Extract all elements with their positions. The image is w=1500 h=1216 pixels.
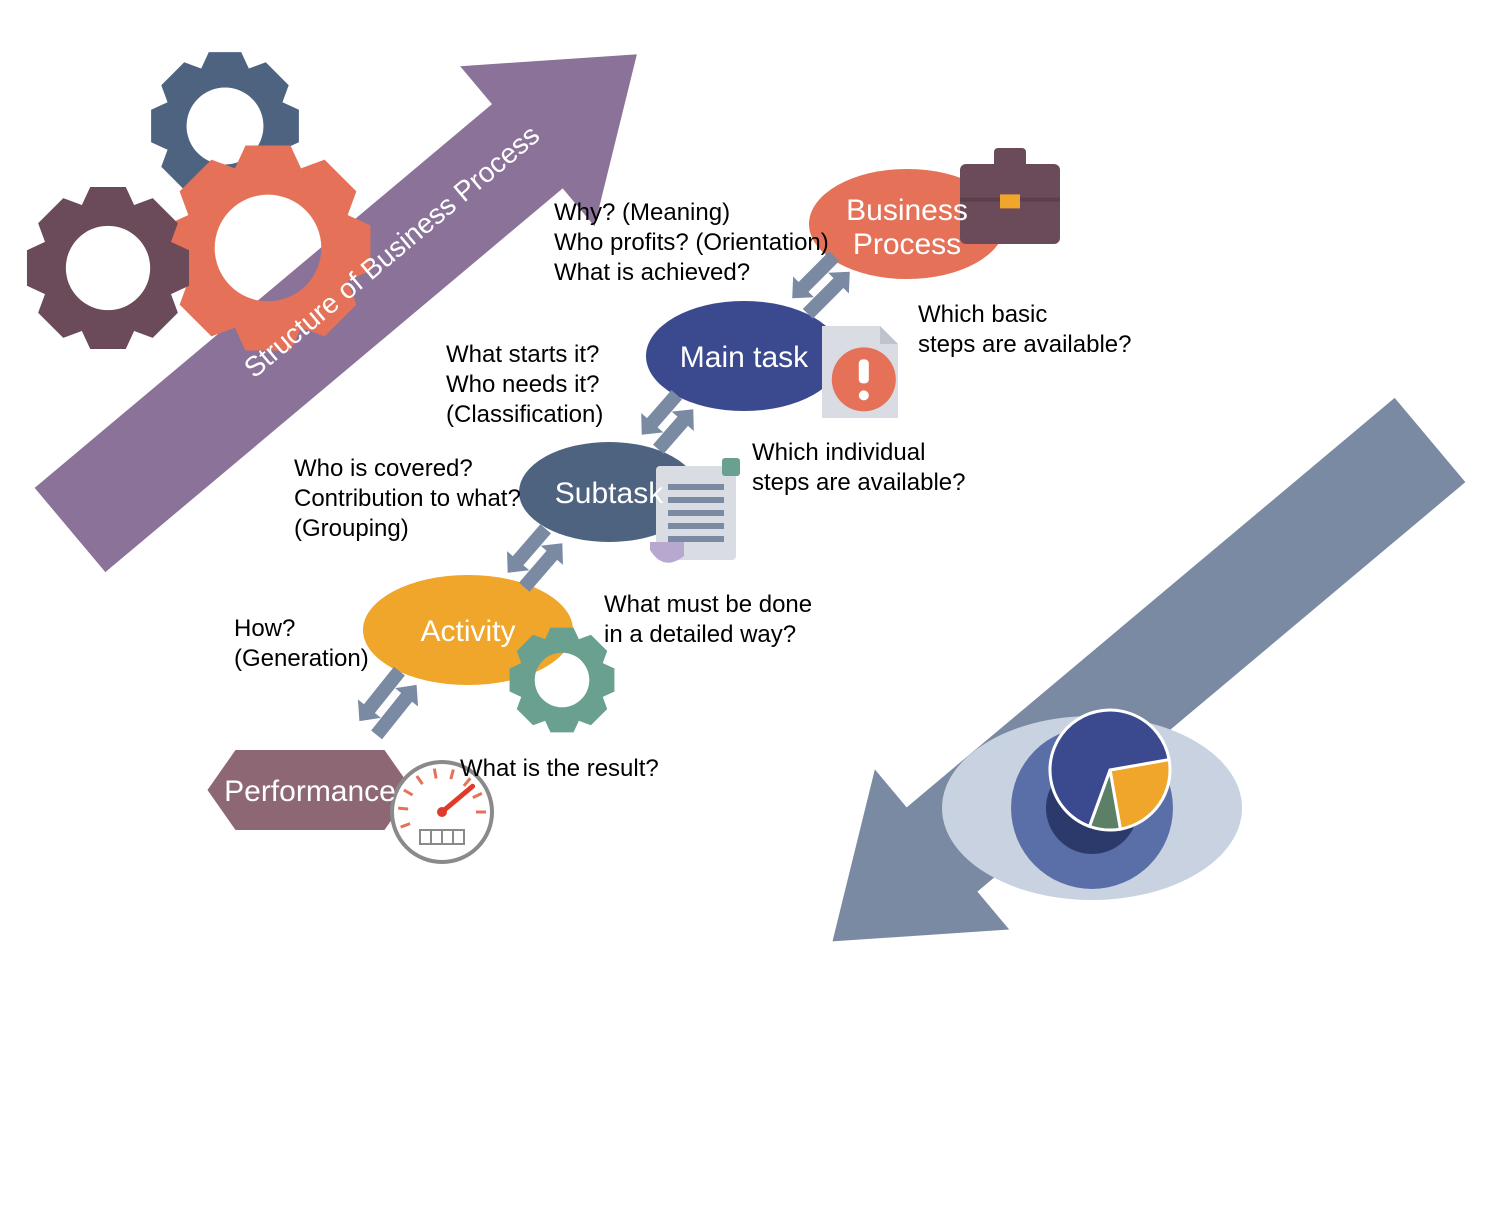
question-detailed: What must be done in a detailed way? xyxy=(604,590,812,650)
question-how: How? (Generation) xyxy=(234,614,369,674)
activity-label: Activity xyxy=(358,615,578,649)
diagram-stage: Structure of Business Process Analysis o… xyxy=(0,0,1500,1216)
question-why: Why? (Meaning) Who profits? (Orientation… xyxy=(554,198,829,288)
question-result: What is the result? xyxy=(460,754,659,784)
question-individual: Which individual steps are available? xyxy=(752,438,965,498)
main-task-label: Main task xyxy=(634,341,854,375)
question-basic-steps: Which basic steps are available? xyxy=(918,300,1131,360)
business-process-label: Business Process xyxy=(797,194,1017,262)
performance-label: Performance xyxy=(200,775,420,809)
question-what-starts: What starts it? Who needs it? (Classific… xyxy=(446,340,603,430)
question-covered: Who is covered? Contribution to what? (G… xyxy=(294,454,521,544)
subtask-label: Subtask xyxy=(499,477,719,511)
